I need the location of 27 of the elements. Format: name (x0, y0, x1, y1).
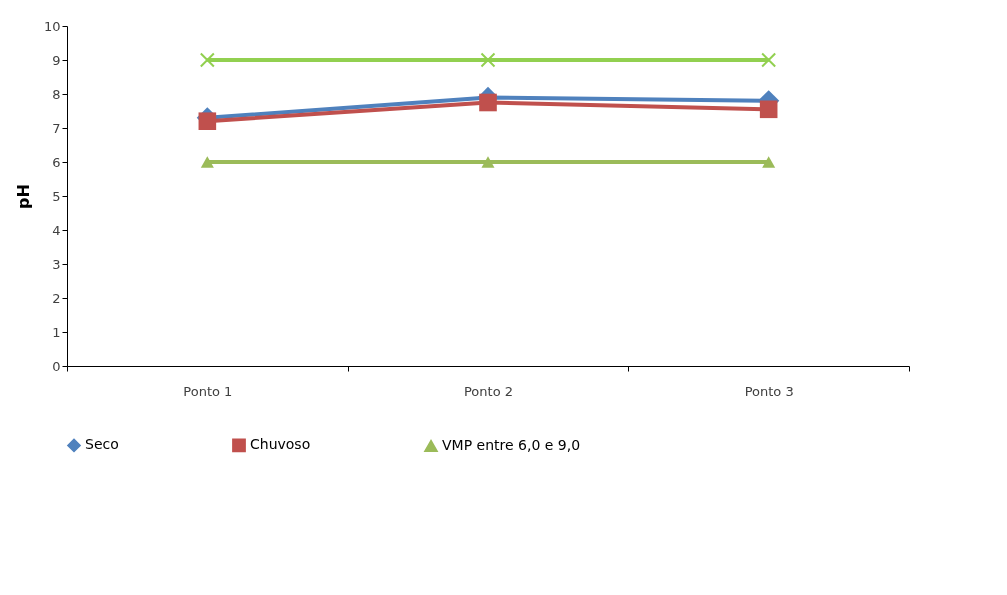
y-tick-label: 8 (52, 86, 61, 102)
x-tick-label: Ponto 1 (183, 383, 233, 399)
point (480, 52, 496, 68)
x-tick-label: Ponto 2 (463, 383, 514, 399)
y-tick-label: 1 (52, 324, 61, 340)
point (200, 156, 214, 168)
point (762, 156, 776, 168)
point (761, 52, 777, 68)
y-tick-label: 0 (52, 358, 61, 374)
y-tick-label: 5 (52, 188, 61, 204)
legend-label: Seco (85, 436, 119, 453)
y-tick-label: 10 (43, 18, 61, 34)
point (199, 52, 215, 68)
y-tick-label: 6 (52, 154, 61, 170)
legend-label: VMP entre 6,0 e 9,0 (442, 436, 581, 453)
point (479, 93, 497, 112)
y-tick-label: 9 (52, 52, 61, 68)
point (481, 156, 495, 168)
point (198, 112, 217, 130)
y-tick-label: 3 (52, 256, 61, 272)
y-tick-label: 7 (52, 120, 61, 136)
y-tick-label: 2 (52, 290, 61, 306)
y-axis-title: pH (13, 184, 33, 209)
point (759, 100, 778, 119)
y-tick-label: 4 (52, 222, 61, 238)
legend-label: Chuvoso (250, 436, 311, 453)
x-tick-label: Ponto 3 (744, 383, 794, 399)
